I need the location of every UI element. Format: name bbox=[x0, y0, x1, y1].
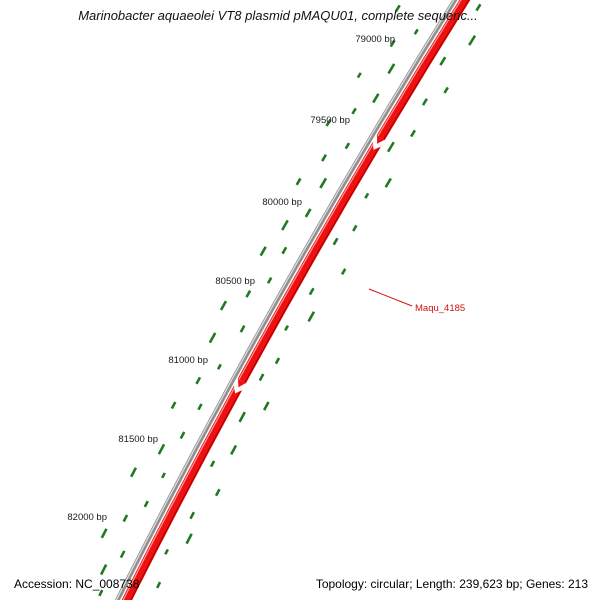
orf-dash bbox=[219, 300, 228, 311]
orf-dash bbox=[443, 86, 449, 94]
plasmid-backbone-arc bbox=[114, 0, 458, 600]
orf-dash bbox=[475, 3, 482, 12]
orf-dash bbox=[307, 311, 316, 322]
orf-dash bbox=[386, 141, 395, 153]
orf-dash bbox=[179, 431, 186, 440]
ruler-label: 81000 bp bbox=[168, 355, 208, 366]
gene-feature-arc bbox=[376, 0, 471, 141]
orf-dash bbox=[122, 514, 129, 523]
orf-dash bbox=[321, 154, 328, 162]
gene-arrow-tip bbox=[377, 135, 385, 144]
orf-dash bbox=[439, 56, 447, 66]
orf-dash bbox=[319, 177, 328, 189]
orf-dash bbox=[274, 357, 281, 365]
orf-dash bbox=[189, 511, 196, 520]
orf-dash bbox=[119, 550, 126, 559]
gene-feature-shadow bbox=[383, 0, 470, 140]
gene-feature-arc bbox=[237, 141, 382, 384]
orf-dash bbox=[356, 72, 362, 79]
orf-dash bbox=[384, 177, 392, 188]
orf-dash bbox=[351, 107, 357, 115]
orf-dash bbox=[161, 472, 166, 479]
gene-arrow-tip bbox=[237, 379, 246, 388]
orf-dash bbox=[409, 129, 416, 138]
orf-dash bbox=[394, 4, 401, 13]
orf-dash bbox=[340, 268, 347, 276]
orf-dash bbox=[325, 118, 332, 127]
gene-boundary-notch bbox=[233, 384, 243, 394]
gene-feature-shadow bbox=[244, 145, 381, 384]
orf-dash bbox=[344, 142, 351, 150]
gene-feature-highlight bbox=[377, 0, 462, 137]
orf-dash bbox=[209, 460, 216, 468]
orf-dash bbox=[413, 28, 419, 35]
orf-dash bbox=[170, 401, 177, 410]
orf-dash bbox=[295, 177, 302, 186]
gene-label[interactable]: Maqu_4185 bbox=[415, 303, 465, 314]
gene-label-leader-line bbox=[368, 288, 413, 307]
orf-dash bbox=[304, 208, 312, 218]
orf-dash bbox=[155, 581, 162, 589]
orf-dash bbox=[421, 98, 428, 106]
ruler-label: 82000 bp bbox=[67, 512, 107, 523]
orf-dash bbox=[100, 528, 108, 539]
gene-boundary-notch bbox=[372, 141, 382, 150]
orf-dash bbox=[364, 192, 370, 199]
orf-dash bbox=[230, 444, 238, 456]
orf-dash bbox=[259, 246, 267, 257]
orf-dash bbox=[281, 219, 289, 231]
orf-dash bbox=[352, 224, 358, 232]
ruler-label: 79000 bp bbox=[355, 34, 395, 45]
orf-dash bbox=[372, 93, 380, 104]
plasmid-backbone-highlight bbox=[115, 0, 455, 600]
orf-dash bbox=[239, 325, 246, 333]
orf-dash bbox=[308, 287, 315, 296]
ruler-label: 81500 bp bbox=[118, 434, 158, 445]
orf-dash bbox=[157, 443, 166, 455]
orf-dash bbox=[468, 34, 477, 46]
orf-dash bbox=[197, 403, 203, 411]
ruler-label: 79500 bp bbox=[310, 115, 350, 126]
orf-dash bbox=[284, 324, 290, 332]
orf-dash bbox=[258, 373, 265, 382]
orf-dash bbox=[387, 63, 396, 75]
orf-dash bbox=[281, 246, 288, 255]
orf-dash bbox=[266, 276, 273, 284]
orf-dash bbox=[143, 500, 149, 508]
orf-dash bbox=[164, 548, 169, 555]
orf-dash bbox=[262, 401, 270, 411]
orf-dash bbox=[185, 533, 193, 545]
orf-dash bbox=[389, 39, 396, 48]
orf-dash bbox=[99, 563, 108, 576]
orf-dash bbox=[245, 290, 252, 298]
orf-dash bbox=[208, 332, 217, 344]
orf-dash bbox=[214, 488, 221, 497]
sequence-title: Marinobacter aquaeolei VT8 plasmid pMAQU… bbox=[78, 8, 478, 23]
ruler-label: 80000 bp bbox=[262, 197, 302, 208]
orf-dash bbox=[332, 237, 339, 246]
orf-dash bbox=[98, 589, 104, 597]
orf-dash bbox=[238, 411, 246, 423]
orf-dash bbox=[216, 363, 222, 370]
ruler-label: 80500 bp bbox=[215, 276, 255, 287]
orf-dash bbox=[129, 467, 138, 478]
orf-dash bbox=[195, 376, 202, 385]
